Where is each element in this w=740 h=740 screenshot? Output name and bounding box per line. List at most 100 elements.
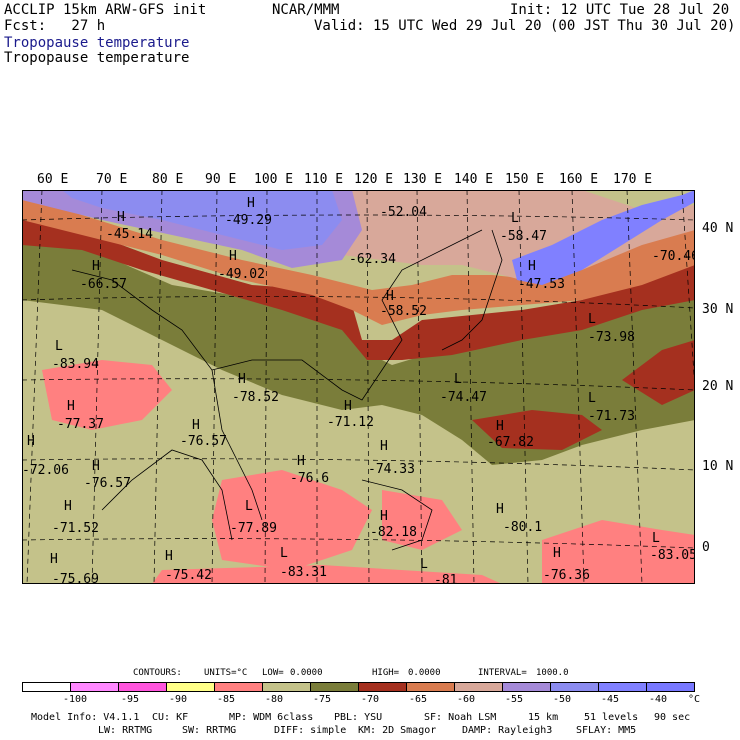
marker-letter: L [245,499,253,514]
lon-label: 60 E [37,172,69,187]
lat-label: 30 N [702,302,734,317]
marker-letter: H [386,289,394,304]
lon-label: 150 E [505,172,545,187]
valid-time: Valid: 15 UTC Wed 29 Jul 20 (00 JST Thu … [314,18,736,34]
marker-value: -49.29 [225,213,272,228]
marker-letter: L [55,339,63,354]
lon-label: 70 E [96,172,128,187]
marker-letter: L [588,312,596,327]
marker-value: -75.69 [52,572,99,584]
marker-value: -52.04 [380,205,427,220]
marker-value: -62.34 [349,252,396,267]
marker-value: -74.47 [440,390,487,405]
legend-swatch [454,682,503,692]
marker-letter: H [27,434,35,449]
organization-label: NCAR/MMM [272,2,340,18]
lon-label: 120 E [354,172,394,187]
marker-value: -78.52 [232,390,279,405]
marker-value: -83.05 [650,548,695,563]
low-label: LOW= [262,668,284,678]
marker-letter: H [229,249,237,264]
tropopause-temperature-map: H -45.14 H -49.29 -52.04 L -58.47 -70.46… [22,190,695,584]
damping-option: DAMP: Rayleigh3 [462,725,553,736]
marker-letter: H [192,418,200,433]
legend-swatch [502,682,551,692]
legend-swatch [406,682,455,692]
marker-letter: L [511,211,519,226]
marker-value: -81 [434,573,457,584]
marker-value: -67.82 [487,435,534,450]
marker-value: -70.46 [652,249,695,264]
marker-value: -83.31 [280,565,327,580]
legend-tick: -75 [313,694,332,705]
legend-swatch [118,682,167,692]
microphysics-scheme: MP: WDM 6class [229,712,314,723]
high-value: 0.0000 [408,668,441,678]
km-option: KM: 2D Smagor [358,725,437,736]
marker-value: -83.94 [52,357,99,372]
time-step: 90 sec [654,712,691,723]
legend-tick: -95 [121,694,140,705]
contours-label: CONTOURS: [133,668,182,678]
lon-label: 140 E [454,172,494,187]
grid-spacing: 15 km [528,712,559,723]
lon-label: 100 E [254,172,294,187]
legend-tick: -50 [553,694,572,705]
marker-letter: H [92,459,100,474]
units-label: UNITS=°C [204,668,248,678]
legend-tick: -90 [169,694,188,705]
marker-value: -71.73 [588,409,635,424]
marker-value: -80.1 [503,520,542,535]
surface-layer-option: SFLAY: MM5 [576,725,637,736]
shortwave-scheme: SW: RRTMG [182,725,237,736]
legend-swatch [358,682,407,692]
marker-letter: L [280,546,288,561]
marker-value: -77.89 [230,521,277,536]
legend-tick: -65 [409,694,428,705]
lat-label: 0 [702,540,710,555]
marker-letter: H [238,372,246,387]
marker-value: -74.33 [368,462,415,477]
marker-letter: L [420,557,428,572]
marker-letter: H [50,552,58,567]
interval-label: INTERVAL= [478,668,527,678]
marker-letter: H [380,509,388,524]
model-info: Model Info: V4.1.1 [31,712,140,723]
marker-letter: L [652,531,660,546]
marker-value: -47.53 [518,277,565,292]
legend-swatch [550,682,599,692]
legend-swatch [214,682,263,692]
high-label: HIGH= [372,668,400,678]
marker-value: -71.52 [52,521,99,536]
diffusion-option: DIFF: simple [274,725,347,736]
field-title-secondary: Tropopause temperature [4,50,190,66]
legend-swatch [22,682,71,692]
marker-letter: H [496,502,504,517]
cumulus-scheme: CU: KF [152,712,189,723]
field-title-primary: Tropopause temperature [4,35,190,51]
marker-value: -71.12 [327,415,374,430]
marker-letter: H [247,196,255,211]
marker-value: -58.47 [500,229,547,244]
band-minus45 [62,190,342,250]
marker-value: -72.06 [22,463,69,478]
marker-value: -77.37 [57,417,104,432]
vertical-levels: 51 levels [584,712,639,723]
marker-value: -76.6 [290,471,329,486]
band-minus60 [22,195,695,325]
marker-value: -76.57 [180,434,227,449]
marker-value: -82.18 [370,525,417,540]
lon-label: 110 E [304,172,344,187]
legend-swatch [70,682,119,692]
legend-tick: -80 [265,694,284,705]
legend-unit: °C [688,694,701,705]
lat-label: 20 N [702,379,734,394]
marker-value: -76.36 [543,568,590,583]
legend-tick: -45 [601,694,620,705]
legend-tick: -70 [361,694,380,705]
surface-scheme: SF: Noah LSM [424,712,497,723]
lon-label: 170 E [613,172,653,187]
marker-letter: L [454,372,462,387]
legend-tick: -85 [217,694,236,705]
marker-letter: H [380,439,388,454]
